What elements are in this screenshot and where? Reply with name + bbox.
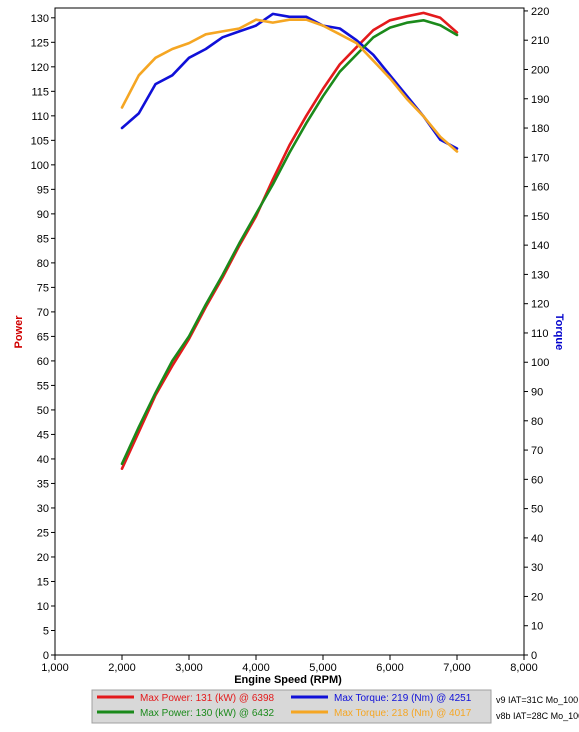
y-left-tick-label: 60 (37, 356, 49, 368)
y-left-tick-label: 5 (43, 625, 49, 637)
y-left-tick-label: 45 (37, 429, 49, 441)
legend-label: Max Torque: 218 (Nm) @ 4017 (334, 708, 472, 719)
series-line-v8b-torque (120, 18, 459, 153)
y-right-tick-label: 210 (531, 35, 549, 47)
axis-ticks: 1,000 2,000 3,000 4,000 5,000 6,000 7,000 8,000… (31, 6, 550, 674)
y-left-tick-label: 95 (37, 184, 49, 196)
y-left-tick-label: 120 (31, 62, 49, 74)
y-left-tick-label: 55 (37, 380, 49, 392)
y-left-tick-label: 85 (37, 233, 49, 245)
y-left-tick-label: 15 (37, 576, 49, 588)
y-left-tick-label: 30 (37, 503, 49, 515)
y-left-tick-label: 50 (37, 405, 49, 417)
y-left-tick-label: 100 (31, 160, 49, 172)
y-left-tick-label: 35 (37, 478, 49, 490)
y-right-tick-label: 30 (531, 562, 543, 574)
y-right-tick-label: 180 (531, 123, 549, 135)
y-right-tick-label: 20 (531, 591, 543, 603)
y-axis-left-title: Power (13, 315, 25, 349)
y-left-tick-label: 70 (37, 307, 49, 319)
y-right-tick-label: 40 (531, 533, 543, 545)
run-note-v9: v9 IAT=31C Mo_100 (496, 695, 578, 705)
y-left-tick-label: 110 (31, 111, 49, 123)
y-right-tick-label: 130 (531, 269, 549, 281)
y-left-tick-label: 10 (37, 601, 49, 613)
y-left-tick-label: 40 (37, 454, 49, 466)
y-left-tick-label: 75 (37, 282, 49, 294)
x-tick-label: 5,000 (309, 662, 337, 674)
x-tick-label: 1,000 (41, 662, 69, 674)
y-right-tick-label: 170 (531, 152, 549, 164)
x-tick-label: 2,000 (108, 662, 136, 674)
run-note-v8b: v8b IAT=28C Mo_100 (496, 711, 579, 721)
y-left-tick-label: 115 (31, 86, 49, 98)
series-line-v9-power (120, 11, 459, 471)
y-left-tick-label: 105 (31, 135, 49, 147)
x-tick-label: 7,000 (443, 662, 471, 674)
legend-label: Max Power: 130 (kW) @ 6432 (140, 708, 275, 719)
y-right-tick-label: 140 (531, 240, 549, 252)
series-line-v8b-power (120, 18, 459, 466)
y-axis-right-title: Torque (553, 314, 565, 350)
y-right-tick-label: 100 (531, 357, 549, 369)
y-left-tick-label: 25 (37, 527, 49, 539)
y-right-tick-label: 110 (531, 328, 549, 340)
y-left-tick-label: 90 (37, 209, 49, 221)
y-right-tick-label: 10 (531, 621, 543, 633)
y-right-tick-label: 60 (531, 474, 543, 486)
y-right-tick-label: 150 (531, 211, 549, 223)
y-right-tick-label: 90 (531, 387, 543, 399)
y-left-tick-label: 20 (37, 552, 49, 564)
legend-label: Max Power: 131 (kW) @ 6398 (140, 693, 275, 704)
series-line-v9-torque (120, 12, 459, 150)
y-right-tick-label: 190 (531, 94, 549, 106)
plot-area (55, 8, 524, 655)
x-tick-label: 4,000 (242, 662, 270, 674)
plot-frame (54, 7, 525, 656)
x-axis-title: Engine Speed (RPM) (234, 674, 342, 686)
legend: Max Power: 131 (kW) @ 6398 Max Torque: 21… (97, 693, 472, 719)
y-right-tick-label: 80 (531, 416, 543, 428)
y-right-tick-label: 120 (531, 299, 549, 311)
y-right-tick-label: 220 (531, 6, 549, 18)
x-tick-label: 6,000 (376, 662, 404, 674)
y-left-tick-label: 125 (31, 37, 49, 49)
y-left-tick-label: 130 (31, 13, 49, 25)
y-left-tick-label: 65 (37, 331, 49, 343)
y-left-tick-label: 80 (37, 258, 49, 270)
y-right-tick-label: 0 (531, 650, 537, 662)
y-left-tick-label: 0 (43, 650, 49, 662)
series-lines (120, 11, 459, 471)
y-right-tick-label: 70 (531, 445, 543, 457)
y-right-tick-label: 200 (531, 64, 549, 76)
x-tick-label: 3,000 (175, 662, 203, 674)
plot-border (54, 7, 525, 656)
legend-label: Max Torque: 219 (Nm) @ 4251 (334, 693, 472, 704)
x-tick-label: 8,000 (510, 662, 538, 674)
y-right-tick-label: 50 (531, 504, 543, 516)
y-right-tick-label: 160 (531, 182, 549, 194)
